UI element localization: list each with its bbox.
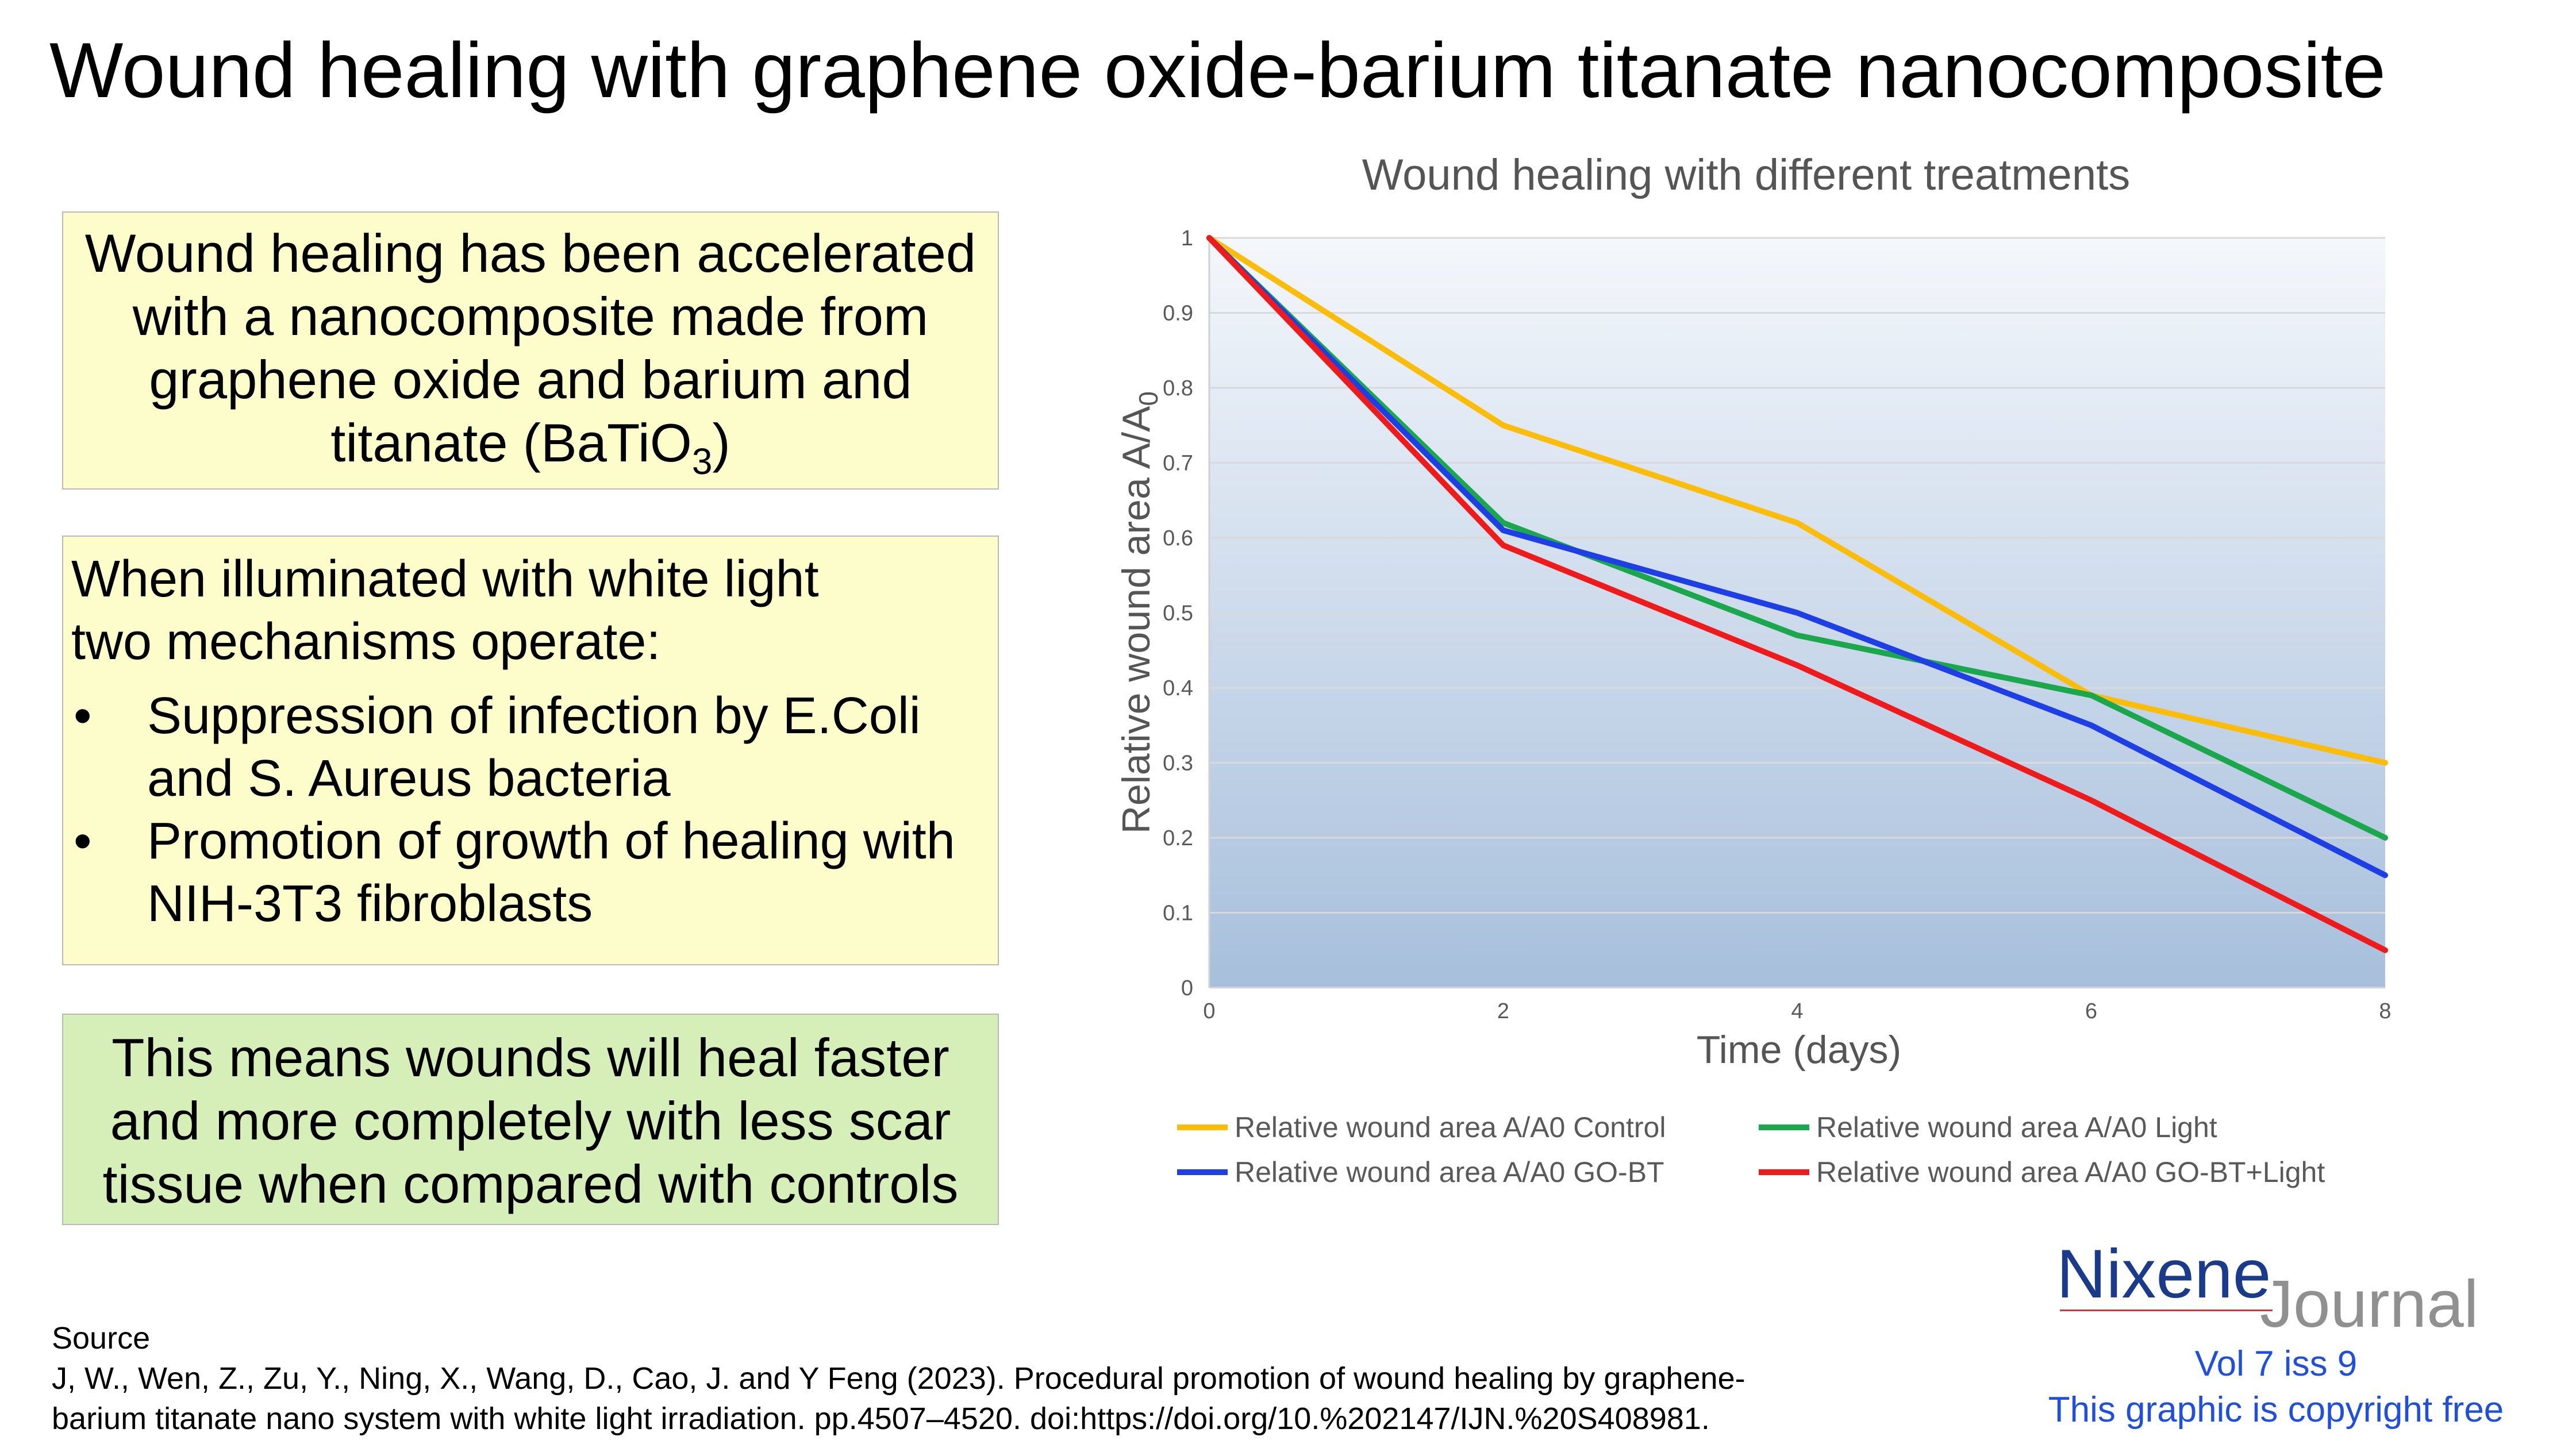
series-line-3: [1206, 235, 2388, 953]
journal-logo: Journal: [2260, 1266, 2479, 1341]
conclusion-line: This means wounds will heal faster: [112, 1027, 949, 1088]
formula-close: ): [712, 413, 730, 473]
intro-box: Wound healing has been accelerated with …: [62, 211, 999, 490]
bullet-icon: •: [74, 812, 92, 870]
bullet-line: Promotion of growth of healing with: [147, 812, 955, 870]
source-line: barium titanate nano system with white l…: [52, 1401, 1710, 1436]
y-tick-label: 0.4: [1163, 676, 1193, 700]
bullet-item: • Promotion of growth of healing with NI…: [71, 810, 998, 935]
legend-label: Relative wound area A/A0 Control: [1235, 1111, 1666, 1143]
intro-line: titanate (BaTiO3): [63, 411, 998, 493]
mechanisms-box: When illuminated with white light two me…: [62, 536, 999, 965]
y-tick-label: 0.6: [1163, 526, 1193, 550]
bullet-line: NIH-3T3 fibroblasts: [147, 875, 593, 933]
bullet-item: • Suppression of infection by E.Coli and…: [71, 685, 998, 810]
nixene-logo: Nixene: [2056, 1235, 2271, 1312]
y-axis-label: Relative wound area A/A0: [1114, 391, 1163, 834]
series-line-1: [1206, 235, 2388, 841]
x-tick-label: 0: [1203, 999, 1215, 1023]
conclusion-line: and more completely with less scar: [110, 1091, 951, 1151]
x-tick-label: 8: [2379, 999, 2391, 1023]
chart-legend: Relative wound area A/A0 Control Relative…: [1177, 1111, 2325, 1188]
logo-underline: [2060, 1310, 2273, 1311]
y-tick-label: 0.8: [1163, 376, 1193, 400]
y-tick-label: 0.7: [1163, 452, 1193, 476]
x-tick-label: 4: [1791, 999, 1803, 1023]
legend-label: Relative wound area A/A0 GO-BT: [1235, 1156, 1664, 1188]
mechanisms-intro: When illuminated with white light: [71, 550, 819, 608]
y-tick-label: 0.3: [1163, 752, 1193, 776]
source-citation: Source J, W., Wen, Z., Zu, Y., Ning, X.,…: [52, 1318, 1745, 1439]
intro-line: Wound healing has been accelerated: [84, 223, 976, 283]
mechanisms-intro: two mechanisms operate:: [71, 613, 661, 671]
copyright-text: This graphic is copyright free: [2048, 1390, 2504, 1430]
y-tick-label: 0.2: [1163, 826, 1193, 850]
x-tick-label: 2: [1497, 999, 1509, 1023]
volume-info: Vol 7 iss 9 This graphic is copyright fr…: [2023, 1341, 2529, 1433]
y-axis-label-subscript: 0: [1133, 391, 1163, 406]
intro-line: graphene oxide and barium and: [149, 349, 912, 410]
formula-text: titanate (BaTiO: [330, 413, 692, 473]
legend-label: Relative wound area A/A0 Light: [1816, 1111, 2217, 1143]
source-label: Source: [52, 1321, 151, 1355]
source-line: J, W., Wen, Z., Zu, Y., Ning, X., Wang, …: [52, 1361, 1745, 1396]
chart-title: Wound healing with different treatments: [1362, 151, 2130, 199]
y-tick-label: 0.1: [1163, 902, 1193, 926]
intro-line: with a nanocomposite made from: [132, 286, 929, 346]
legend-label: Relative wound area A/A0 GO-BT+Light: [1816, 1156, 2325, 1188]
y-axis-label-text: Relative wound area A/A: [1114, 406, 1158, 834]
y-tick-label: 0.9: [1163, 302, 1193, 326]
y-tick-label: 1: [1181, 226, 1193, 251]
x-tick-label: 6: [2085, 999, 2097, 1023]
volume-text: Vol 7 iss 9: [2194, 1344, 2358, 1384]
conclusion-box: This means wounds will heal faster and m…: [62, 1014, 999, 1225]
bullet-icon: •: [74, 687, 92, 745]
series-line-0: [1206, 235, 2388, 766]
x-axis-label: Time (days): [1697, 1028, 1901, 1072]
series-line-2: [1206, 235, 2388, 879]
bullet-line: and S. Aureus bacteria: [147, 750, 671, 807]
conclusion-line: tissue when compared with controls: [102, 1154, 959, 1214]
page-title: Wound healing with graphene oxide-barium…: [49, 26, 2386, 114]
formula-subscript: 3: [691, 441, 713, 482]
bullet-line: Suppression of infection by E.Coli: [147, 687, 921, 745]
y-tick-label: 0.5: [1163, 602, 1193, 626]
y-tick-label: 0: [1181, 976, 1193, 1000]
